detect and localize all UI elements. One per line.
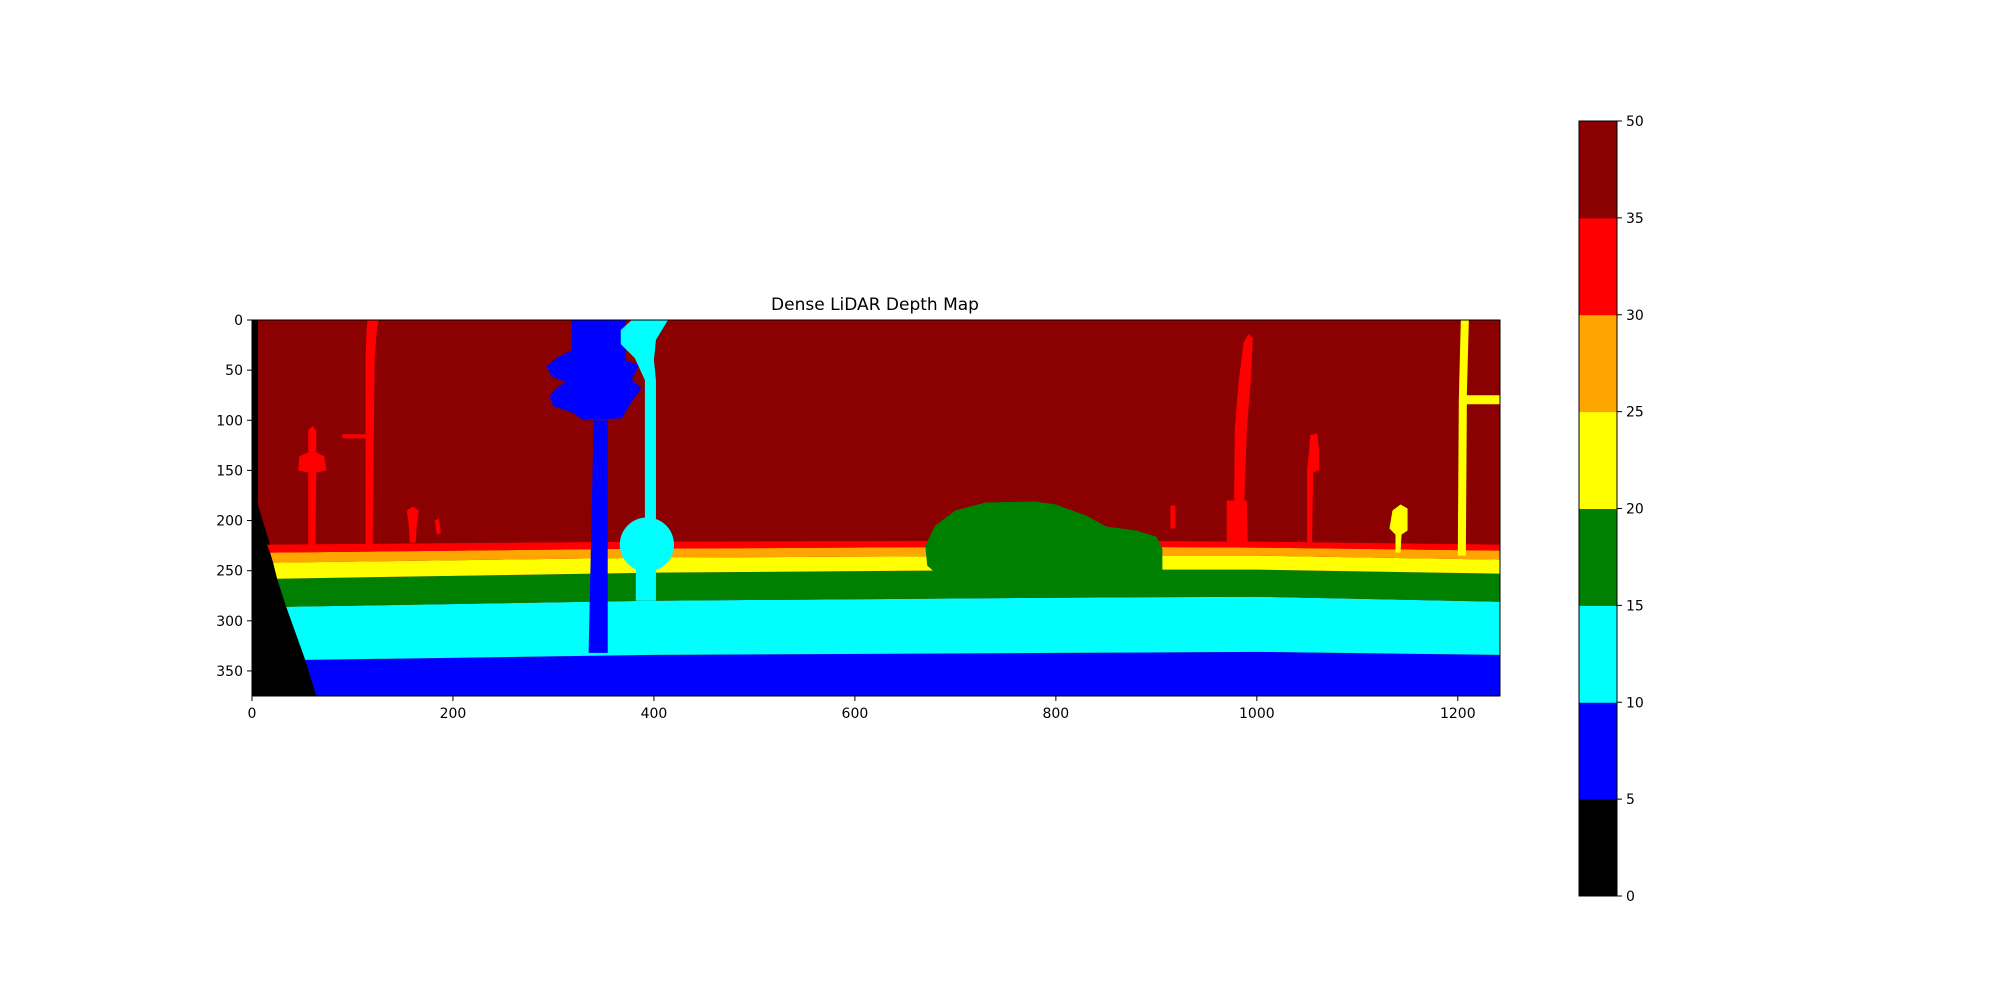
object-depth-regions [298, 320, 1500, 653]
colorbar-segment [1579, 702, 1617, 800]
colorbar-segment [1579, 605, 1617, 703]
object-red-posts-right [1226, 500, 1248, 543]
colorbar-tick-label: 35 [1626, 211, 1644, 227]
object-yellow-pole [1457, 320, 1500, 556]
object-red-post [406, 506, 419, 543]
x-tick-label: 1200 [1440, 706, 1476, 722]
object-round-sign [619, 517, 675, 572]
y-tick-label: 250 [216, 564, 243, 580]
colorbar: 0 5 10 15 20 25 30 35 50 [1578, 114, 1644, 905]
band-ground-0-5 [252, 320, 317, 696]
x-tick-label: 800 [1042, 706, 1069, 722]
colorbar-segment [1579, 217, 1617, 316]
band-ground-25-30 [270, 546, 1500, 563]
colorbar-tick-label: 30 [1626, 308, 1644, 324]
colorbar-tick-label: 10 [1626, 695, 1644, 711]
object-red-pole-right [1233, 334, 1253, 547]
colorbar-segments [1579, 121, 1617, 897]
depth-image [252, 320, 1500, 696]
plot-frame [251, 319, 1501, 697]
object-traffic-light-pole [588, 420, 608, 653]
object-sign-pole [620, 320, 668, 601]
x-axis: 0 200 400 600 800 1000 1200 [248, 696, 1476, 722]
y-tick-label: 100 [216, 413, 243, 429]
colorbar-segment [1579, 508, 1617, 606]
colorbar-tick-label: 15 [1626, 598, 1644, 614]
band-ground-10-15 [286, 596, 1500, 660]
y-axis: 0 50 100 150 200 250 300 350 [216, 313, 252, 680]
colorbar-segment [1579, 799, 1617, 897]
x-tick-label: 400 [641, 706, 668, 722]
object-car [925, 501, 1163, 575]
y-tick-label: 0 [234, 313, 243, 329]
band-ground-20-25 [273, 555, 1500, 579]
object-traffic-light-head [546, 320, 642, 421]
x-tick-label: 600 [842, 706, 869, 722]
colorbar-tick-label: 25 [1626, 405, 1644, 421]
colorbar-tick-label: 0 [1626, 889, 1635, 905]
colorbar-tick-label: 5 [1626, 792, 1635, 808]
colorbar-tick-label: 50 [1626, 114, 1644, 130]
colorbar-tick-label: 20 [1626, 502, 1644, 518]
x-tick-label: 1000 [1239, 706, 1275, 722]
object-red-bollard [434, 518, 441, 535]
object-small-red-pole [298, 426, 327, 547]
band-ground-15-20 [277, 569, 1500, 607]
y-tick-label: 200 [216, 514, 243, 530]
object-tall-red-pole [365, 320, 379, 549]
x-tick-label: 0 [248, 706, 257, 722]
band-ground-30-35 [267, 540, 1500, 553]
object-red-pole-bar [342, 434, 368, 439]
object-red-small-post [1170, 505, 1176, 529]
y-tick-label: 300 [216, 614, 243, 630]
chart-title: Dense LiDAR Depth Map [771, 295, 979, 315]
object-red-sign-right [1307, 433, 1320, 543]
band-ground-5-10 [305, 651, 1500, 696]
y-tick-label: 150 [216, 463, 243, 479]
x-tick-label: 200 [440, 706, 467, 722]
colorbar-segment [1579, 411, 1617, 509]
colorbar-segment [1579, 314, 1617, 413]
y-tick-label: 50 [225, 363, 243, 379]
y-tick-label: 350 [216, 664, 243, 680]
object-yellow-sign [1389, 504, 1408, 553]
colorbar-ticks: 0 5 10 15 20 25 30 35 50 [1617, 114, 1644, 905]
colorbar-segment [1579, 121, 1617, 219]
